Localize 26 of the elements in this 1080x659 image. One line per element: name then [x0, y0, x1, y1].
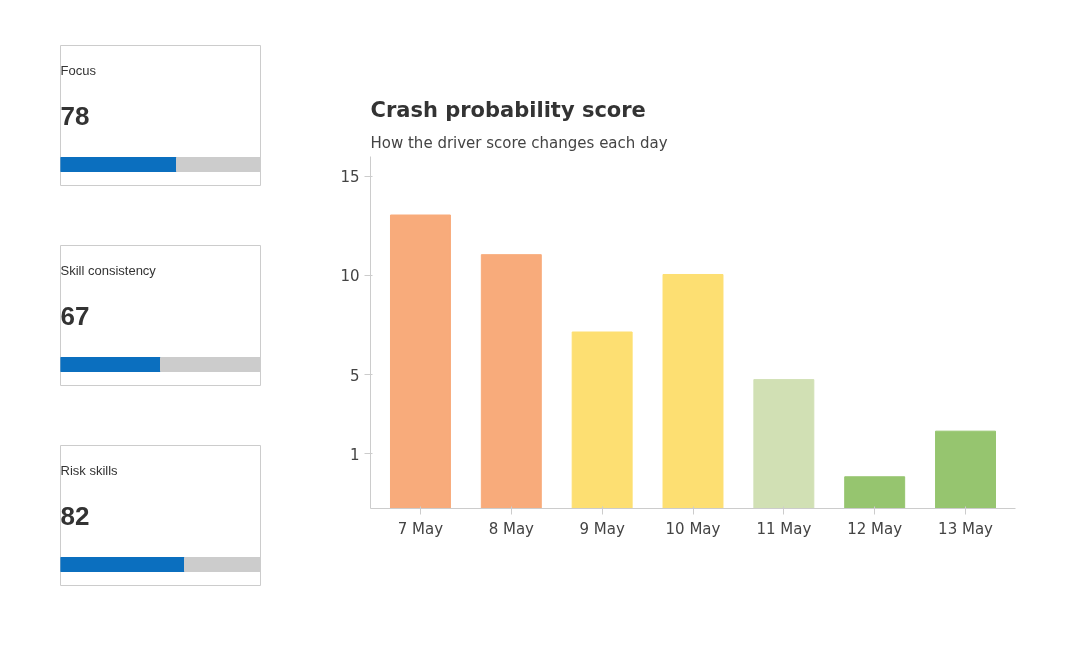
chart-subtitle: How the driver score changes each day	[370, 133, 668, 152]
x-tick-label: 9 May	[579, 519, 625, 538]
x-tick-label: 7 May	[397, 519, 444, 538]
y-tick-label: 15	[340, 168, 360, 187]
x-tick-label: 12 May	[847, 519, 903, 538]
y-tick-label: 1	[349, 445, 360, 464]
text: 78	[60, 100, 90, 131]
bar	[753, 379, 815, 509]
bar	[662, 273, 724, 509]
bar	[844, 476, 906, 509]
x-tick-label: 10 May	[665, 519, 721, 538]
bar	[480, 254, 542, 509]
text: 82	[60, 500, 90, 531]
chart-title: Focus	[60, 63, 97, 79]
text: 67	[60, 300, 90, 331]
chart-title: Crash probability score	[370, 97, 646, 122]
bar	[571, 331, 633, 509]
bar	[389, 214, 451, 509]
chart-title: Risk skills	[60, 463, 119, 479]
y-tick-label: 10	[340, 267, 360, 286]
bar	[935, 430, 997, 509]
x-tick-label: 13 May	[938, 519, 994, 538]
x-tick-label: 8 May	[488, 519, 535, 538]
x-tick-label: 11 May	[756, 519, 812, 538]
y-tick-label: 5	[349, 366, 360, 385]
chart-title: Skill consistency	[60, 263, 157, 279]
